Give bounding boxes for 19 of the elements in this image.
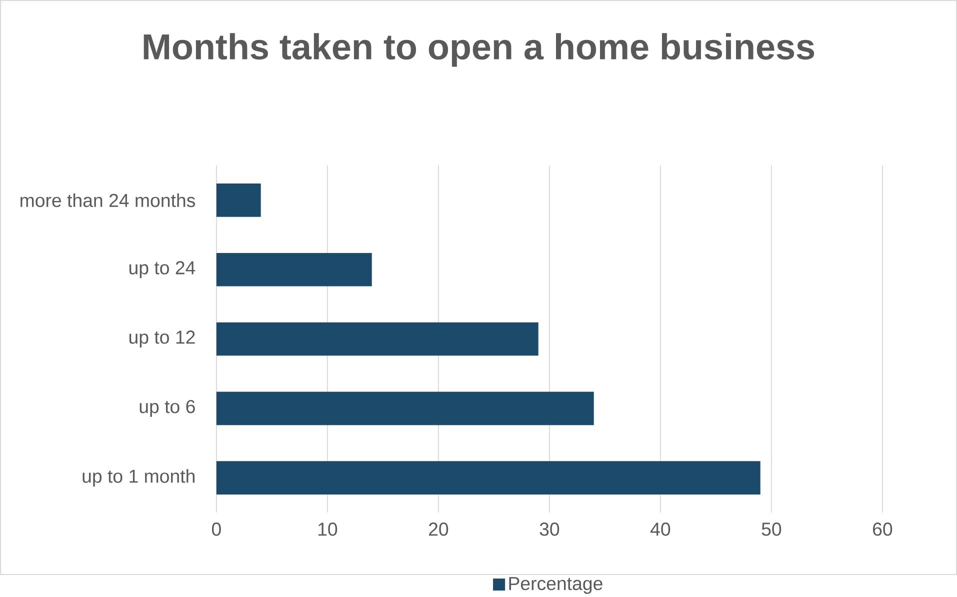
- x-tick-label: 20: [429, 522, 448, 536]
- bar: [216, 252, 372, 286]
- y-tick-label: up to 1 month: [82, 468, 194, 486]
- x-tick-label: 60: [873, 522, 892, 536]
- y-tick-label: more than 24 months: [20, 193, 196, 207]
- chart-title: Months taken to open a home business: [144, 33, 814, 67]
- bar: [216, 392, 594, 425]
- x-tick-label: 10: [318, 522, 338, 536]
- y-tick-label: up to 6: [140, 400, 195, 417]
- y-tick-label: up to 24: [129, 261, 196, 278]
- x-tick-label: 40: [650, 522, 670, 536]
- legend-label: Percentage: [509, 576, 602, 594]
- x-tick-label: 50: [762, 522, 782, 536]
- bar: [216, 183, 261, 217]
- x-tick-label: 30: [540, 522, 560, 536]
- bar: [216, 322, 538, 356]
- x-tick-label: 0: [212, 522, 221, 536]
- bar: [216, 461, 760, 494]
- y-tick-label: up to 12: [129, 330, 195, 348]
